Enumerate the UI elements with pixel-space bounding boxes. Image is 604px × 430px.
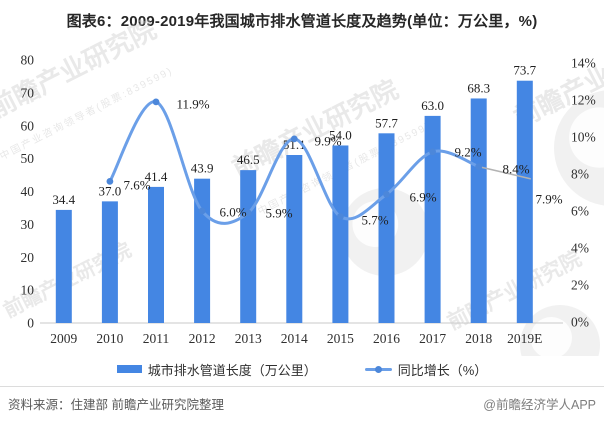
bar-value-label: 63.0 <box>421 98 444 113</box>
bar-value-label: 41.4 <box>145 169 168 184</box>
legend: 城市排水管道长度（万公里） 同比增长（%） <box>0 360 604 379</box>
left-axis-tick: 80 <box>21 53 35 68</box>
line-value-label: 7.9% <box>535 192 562 207</box>
bar-series-swatch <box>116 365 142 373</box>
line-marker <box>290 135 298 143</box>
line-value-label: 9.9% <box>314 134 341 149</box>
legend-item-line: 同比增长（%） <box>364 360 488 379</box>
line-value-label: 5.9% <box>265 206 292 221</box>
left-axis-tick: 50 <box>21 151 35 166</box>
watermark-logo-swoosh <box>569 107 604 168</box>
line-value-label: 8.4% <box>502 162 529 177</box>
bar-value-label: 54.0 <box>329 127 352 142</box>
line-marker <box>383 190 390 198</box>
growth-line <box>108 100 481 225</box>
line-value-label: 6.9% <box>409 190 436 205</box>
line-marker <box>244 209 252 217</box>
line-marker <box>429 148 436 156</box>
chart-plot: 前瞻产业研究院前瞻产业研究院前瞻产业研究院前瞻产业研究院前瞻产业研究院中国产业咨… <box>0 14 604 356</box>
x-axis-label: 2014 <box>281 331 308 346</box>
watermark-brand-text: 前瞻产业研究院 <box>0 14 161 123</box>
legend-bar-label: 城市排水管道长度（万公里） <box>147 362 317 378</box>
growth-line-forecast-segment <box>478 165 531 180</box>
bar <box>378 133 395 323</box>
line-marker <box>106 178 114 185</box>
right-axis-tick: 4% <box>571 241 589 256</box>
left-axis-tick: 40 <box>21 184 35 199</box>
x-axis-label: 2018 <box>465 331 492 346</box>
chart-title: 图表6：2009-2019年我国城市排水管道长度及趋势(单位：万公里，%) <box>66 13 538 30</box>
line-marker <box>198 207 206 215</box>
x-axis-label: 2016 <box>373 331 400 346</box>
line-value-label: 9.2% <box>454 145 481 160</box>
right-axis-tick: 14% <box>571 56 596 71</box>
line-value-label: 11.9% <box>176 97 209 112</box>
line-marker <box>337 213 344 220</box>
left-axis-tick: 70 <box>21 85 35 100</box>
bar <box>424 115 441 323</box>
bar <box>470 98 487 324</box>
x-axis-label: 2009 <box>50 331 77 346</box>
right-axis-tick: 0% <box>571 315 589 330</box>
bar-value-label: 43.9 <box>191 161 214 176</box>
bar-value-label: 37.0 <box>99 183 122 198</box>
line-value-label: 7.6% <box>123 178 150 193</box>
line-swatch-marker-icon <box>374 365 382 373</box>
data-source-text: 资料来源：住建部 前瞻产业研究院整理 <box>8 398 224 412</box>
right-axis-tick: 6% <box>571 204 589 219</box>
bar <box>148 186 164 323</box>
bar <box>55 209 72 323</box>
x-axis-label: 2019E <box>507 331 542 346</box>
bar-value-label: 34.4 <box>52 192 75 207</box>
footer: 资料来源：住建部 前瞻产业研究院整理 @前瞻经济学人APP <box>8 394 596 413</box>
x-axis-label: 2017 <box>419 331 446 346</box>
line-marker <box>152 98 160 106</box>
x-axis-label: 2010 <box>96 331 123 346</box>
bar-value-label: 68.3 <box>467 80 490 95</box>
line-marker <box>475 163 483 171</box>
left-axis-tick: 30 <box>21 217 35 232</box>
bar <box>516 80 533 324</box>
right-axis-tick: 10% <box>571 130 596 145</box>
line-value-label: 6.0% <box>219 205 246 220</box>
right-axis-tick: 12% <box>571 93 596 108</box>
watermark-logo-swoosh <box>530 317 572 356</box>
left-axis-tick: 10 <box>21 283 35 298</box>
bar <box>332 145 349 323</box>
line-series-swatch <box>364 365 392 373</box>
bar <box>240 170 257 323</box>
x-axis-label: 2015 <box>327 331 354 346</box>
right-axis-tick: 8% <box>571 167 589 182</box>
bar-value-label: 57.7 <box>375 115 398 130</box>
x-axis-label: 2011 <box>143 331 170 346</box>
x-axis-label: 2013 <box>235 331 262 346</box>
bar-value-label: 46.5 <box>237 152 260 167</box>
bar-value-label: 73.7 <box>513 63 536 78</box>
legend-line-label: 同比增长（%） <box>397 362 488 378</box>
line-value-label: 5.7% <box>361 213 388 228</box>
credit-text: @前瞻经济学人APP <box>483 398 596 412</box>
left-axis-tick: 20 <box>21 250 35 265</box>
footer-divider <box>0 386 604 387</box>
left-axis-tick: 60 <box>21 118 35 133</box>
x-axis-label: 2012 <box>189 331 216 346</box>
legend-item-bar: 城市排水管道长度（万公里） <box>116 360 317 379</box>
bar <box>286 155 303 323</box>
bar <box>101 201 118 323</box>
right-axis-tick: 2% <box>571 278 589 293</box>
left-axis-tick: 0 <box>27 316 34 331</box>
